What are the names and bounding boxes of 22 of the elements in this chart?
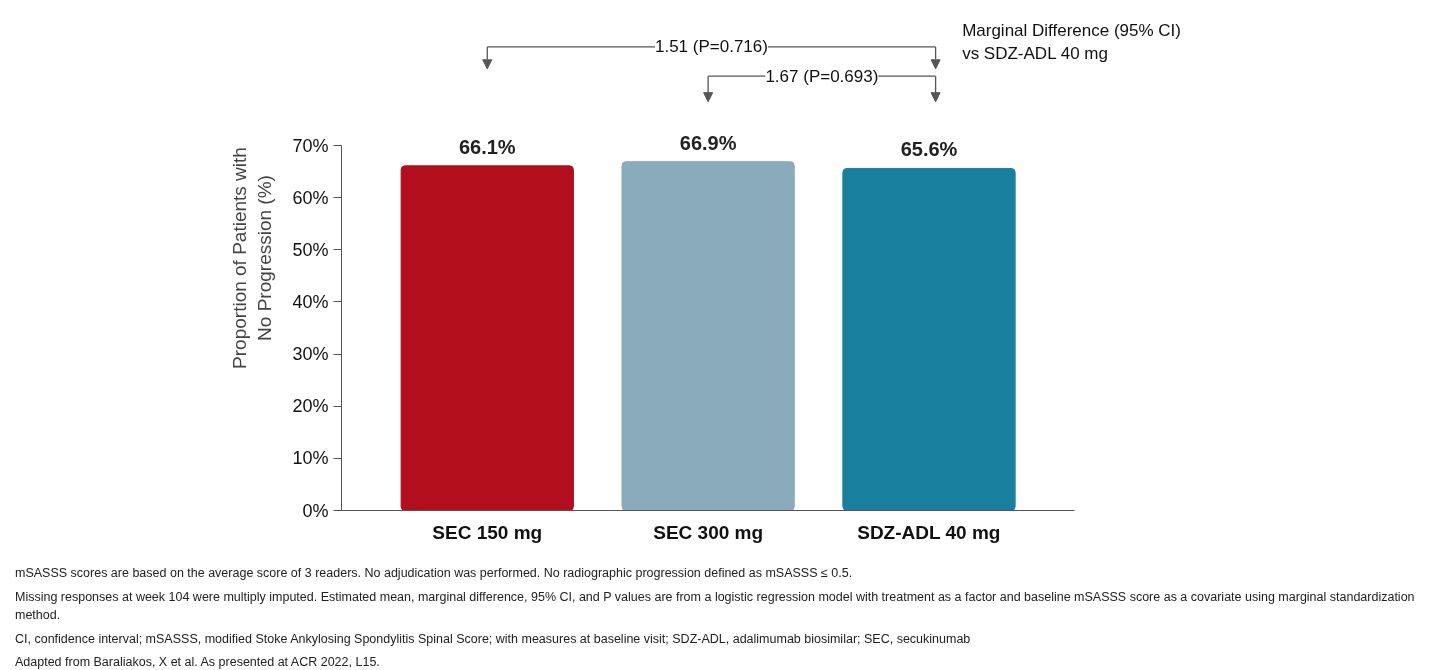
text: Missing responses at week 104 were multiply imputed. Estimated mean, marginal difference, 95% CI, and P values are from a logistic regression model with treatment as a factor and baseline mSASSS score as a covariate using marginal standardization method.	[15, 588, 1416, 624]
x-tick-label: SDZ-ADL 40 mg	[857, 521, 1001, 543]
text: Marginal Difference (95% CI) vs SDZ-ADL 40 mg	[962, 21, 1182, 64]
y-axis-title: Proportion of Patients with No Progression (%)	[229, 147, 276, 369]
y-tick-label: 40%	[292, 291, 329, 312]
x-tick-label: SEC 300 mg	[653, 521, 764, 543]
y-tick-label: 60%	[292, 187, 329, 208]
y-tick-label: 70%	[292, 135, 329, 156]
data-label: 66.9%	[679, 131, 737, 154]
text: mSASSS scores are based on the average score of 3 readers. No adjudication was performed. No radiographic progression defined as mSASSS ≤ 0.5.	[15, 565, 854, 582]
y-tick-label: 30%	[292, 344, 329, 365]
x-tick-label: SEC 150 mg	[432, 521, 543, 543]
y-tick-label: 20%	[292, 396, 329, 417]
text: 1.51 (P=0.716)	[654, 37, 768, 57]
data-label: 66.1%	[458, 135, 516, 158]
data-label: 65.6%	[900, 138, 958, 161]
text: CI, confidence interval; mSASSS, modified Stoke Ankylosing Spondylitis Spinal Score; with measures at baseline visit; SDZ-ADL, adalimumab biosimilar; SEC, secukinumab	[15, 630, 972, 648]
text: 1.67 (P=0.693)	[765, 66, 879, 86]
y-tick-label: 10%	[292, 448, 329, 469]
text: Adapted from Baraliakos, X et al. As presented at ACR 2022, L15.	[15, 654, 381, 670]
y-tick-label: 50%	[292, 239, 329, 260]
y-tick-label: 0%	[302, 500, 329, 521]
